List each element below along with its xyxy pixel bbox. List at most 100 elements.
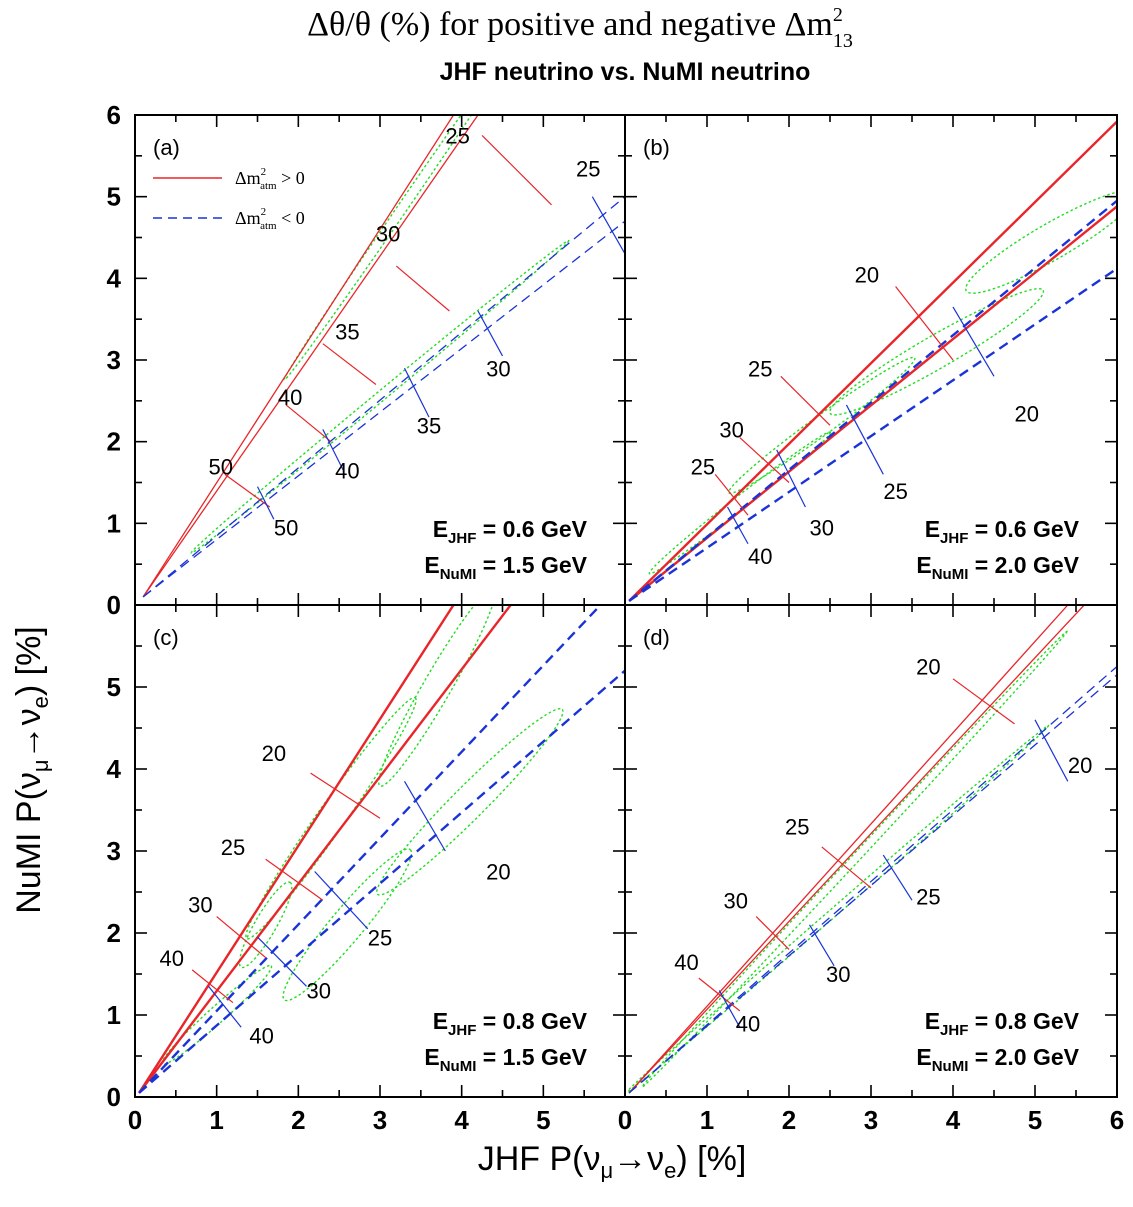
- ellipse-contour: [190, 239, 570, 554]
- ellipse-contour: [728, 356, 916, 494]
- contour-tick-50: [224, 473, 271, 508]
- y-tick-label: 5: [107, 182, 121, 212]
- legend-label-positive: Δm2 atm > 0: [235, 166, 305, 192]
- series-line-negative: [142, 220, 625, 598]
- x-tick-label: 2: [291, 1105, 305, 1135]
- contour-label-20: 20: [916, 655, 940, 680]
- energy-numi-label: ENuMI = 1.5 GeV: [424, 552, 587, 583]
- x-tick-label: 3: [864, 1105, 878, 1135]
- series-line-positive: [628, 605, 1069, 1094]
- contour-tick-40: [191, 969, 234, 1004]
- energy-jhf-label: EJHF = 0.6 GeV: [925, 516, 1080, 547]
- y-tick-label: 2: [107, 427, 121, 457]
- contour-tick-30: [755, 916, 790, 950]
- series-line-positive: [138, 605, 455, 1094]
- contour-tick-25: [591, 196, 625, 255]
- contour-label-20: 20: [262, 741, 286, 766]
- series-line-negative: [628, 199, 1117, 602]
- contour-tick-25: [481, 134, 552, 206]
- y-tick-label: 2: [107, 918, 121, 948]
- ellipse-contour: [376, 707, 564, 896]
- contour-tick-25: [314, 871, 369, 930]
- ellipse-contour: [282, 848, 413, 1002]
- energy-numi-label: ENuMI = 1.5 GeV: [424, 1044, 587, 1075]
- contour-label-30: 30: [486, 356, 510, 381]
- series-line-positive: [628, 120, 1117, 602]
- energy-jhf-label: EJHF = 0.6 GeV: [433, 516, 588, 547]
- contour-label-25: 25: [576, 156, 600, 181]
- panel-tag-c: (c): [153, 625, 179, 650]
- contour-label-20: 20: [1015, 401, 1039, 426]
- series-line-positive: [138, 605, 512, 1094]
- series-line-negative: [628, 674, 1117, 1094]
- contour-tick-20: [403, 780, 446, 852]
- contour-tick-40: [322, 429, 344, 471]
- contour-tick-30: [477, 310, 504, 357]
- contour-label-35: 35: [417, 414, 441, 439]
- contour-tick-30: [776, 449, 806, 508]
- contour-tick-40: [698, 977, 741, 1012]
- energy-jhf-label: EJHF = 0.8 GeV: [925, 1008, 1080, 1039]
- contour-label-20: 20: [855, 262, 879, 287]
- contour-tick-25: [780, 375, 831, 426]
- y-tick-label: 6: [107, 100, 121, 130]
- contour-tick-30: [808, 924, 835, 967]
- x-tick-label: 0: [618, 1105, 632, 1135]
- ellipse-contour: [245, 696, 417, 940]
- contour-label-40: 40: [736, 1011, 760, 1036]
- x-tick-label: 1: [209, 1105, 223, 1135]
- contour-tick-40: [285, 404, 332, 443]
- x-tick-label: 1: [700, 1105, 714, 1135]
- contour-tick-20: [310, 772, 381, 819]
- contour-tick-20: [895, 286, 954, 361]
- contour-label-25: 25: [221, 835, 245, 860]
- contour-label-35: 35: [335, 320, 359, 345]
- contour-label-25: 25: [748, 356, 772, 381]
- contour-tick-40: [208, 985, 242, 1028]
- figure-title: Δθ/θ (%) for positive and negative Δm2 13: [307, 4, 853, 52]
- ellipse-contour: [161, 964, 273, 1066]
- x-tick-label: 5: [536, 1105, 550, 1135]
- contour-label-30: 30: [810, 516, 834, 541]
- contour-tick-30: [739, 437, 790, 483]
- series-line-positive: [142, 115, 455, 598]
- contour-label-40: 40: [748, 544, 772, 569]
- x-tick-label: 2: [782, 1105, 796, 1135]
- panel-d: 0 1 2 3 4 5 6 (d) 20 25 30 40 20 25 30 40 EJHF = 0.8 GeV…: [618, 604, 1124, 1135]
- contour-tick-20: [952, 306, 995, 377]
- contour-tick-20: [1034, 719, 1069, 782]
- contour-label-30: 30: [376, 222, 400, 247]
- series-line-positive: [142, 115, 479, 598]
- y-tick-label: 4: [107, 754, 122, 784]
- contour-label-30: 30: [826, 962, 850, 987]
- contour-tick-20: [952, 678, 1015, 725]
- plot-area-d: [627, 605, 1117, 1094]
- x-tick-label: 4: [946, 1105, 961, 1135]
- figure-subtitle: JHF neutrino vs. NuMI neutrino: [440, 58, 811, 86]
- contour-tick-30: [257, 936, 307, 987]
- contour-label-25: 25: [445, 124, 469, 149]
- contour-label-40: 40: [278, 385, 302, 410]
- contour-tick-25: [845, 404, 884, 475]
- contour-label-30: 30: [307, 979, 331, 1004]
- contour-tick-50: [256, 486, 275, 520]
- contour-label-20: 20: [486, 860, 510, 885]
- contour-label-30: 30: [188, 893, 212, 918]
- contour-tick-40: [726, 506, 749, 545]
- y-axis-label: NuMI P(νμ→νe) [%]: [10, 626, 53, 914]
- x-tick-label: 6: [1110, 1105, 1124, 1135]
- series-line-negative: [628, 267, 1117, 602]
- series-line-negative: [628, 666, 1117, 1094]
- contour-tick-25: [821, 846, 872, 889]
- contour-tick-35: [322, 343, 377, 385]
- y-tick-label: 3: [107, 836, 121, 866]
- contour-label-40: 40: [674, 950, 698, 975]
- ellipse-contour: [641, 630, 1068, 1088]
- contour-label-50: 50: [274, 516, 298, 541]
- y-tick-label: 0: [107, 1082, 121, 1112]
- contour-label-30: 30: [719, 418, 743, 443]
- title-subscript: 13: [833, 30, 853, 52]
- contour-label-40: 40: [160, 946, 184, 971]
